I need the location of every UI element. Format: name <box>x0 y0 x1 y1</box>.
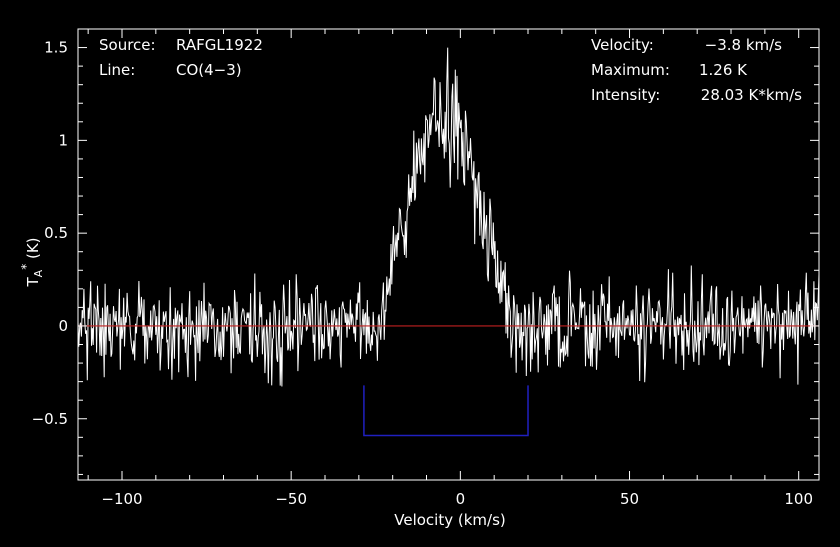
source-value: RAFGL1922 <box>176 36 263 54</box>
intensity-label: Intensity: <box>591 86 660 104</box>
axis-ticks <box>78 29 819 480</box>
maximum-label: Maximum: <box>591 61 670 79</box>
y-axis-label-text: TA* (K) <box>19 237 45 287</box>
x-axis-label: Velocity (km/s) <box>394 511 505 529</box>
y-tick-label: −0.5 <box>32 410 68 428</box>
y-tick-label: 0.5 <box>44 224 68 242</box>
y-tick-label: 1 <box>58 131 68 149</box>
spectrum-line <box>77 47 820 387</box>
x-tick-label: 100 <box>784 490 813 508</box>
velocity-label: Velocity: <box>591 36 654 54</box>
spectrum-layer <box>77 47 820 387</box>
source-label: Source: <box>99 36 156 54</box>
plot-frame <box>77 28 820 481</box>
axis-tick-labels: −100 −50 0 50 100 −0.5 0 0.5 1 1.5 <box>32 39 813 508</box>
integration-window <box>363 385 529 437</box>
x-tick-label: −100 <box>101 490 142 508</box>
line-value: CO(4−3) <box>176 61 242 79</box>
y-tick-label: 0 <box>58 317 68 335</box>
y-axis-label: TA* (K) <box>19 237 45 287</box>
line-label: Line: <box>99 61 135 79</box>
intensity-value: 28.03 K*km/s <box>701 86 802 104</box>
x-tick-label: 0 <box>456 490 466 508</box>
x-tick-label: −50 <box>275 490 307 508</box>
x-tick-label: 50 <box>620 490 639 508</box>
maximum-value: 1.26 K <box>699 61 748 79</box>
velocity-value: −3.8 km/s <box>705 36 783 54</box>
y-tick-label: 1.5 <box>44 39 68 57</box>
